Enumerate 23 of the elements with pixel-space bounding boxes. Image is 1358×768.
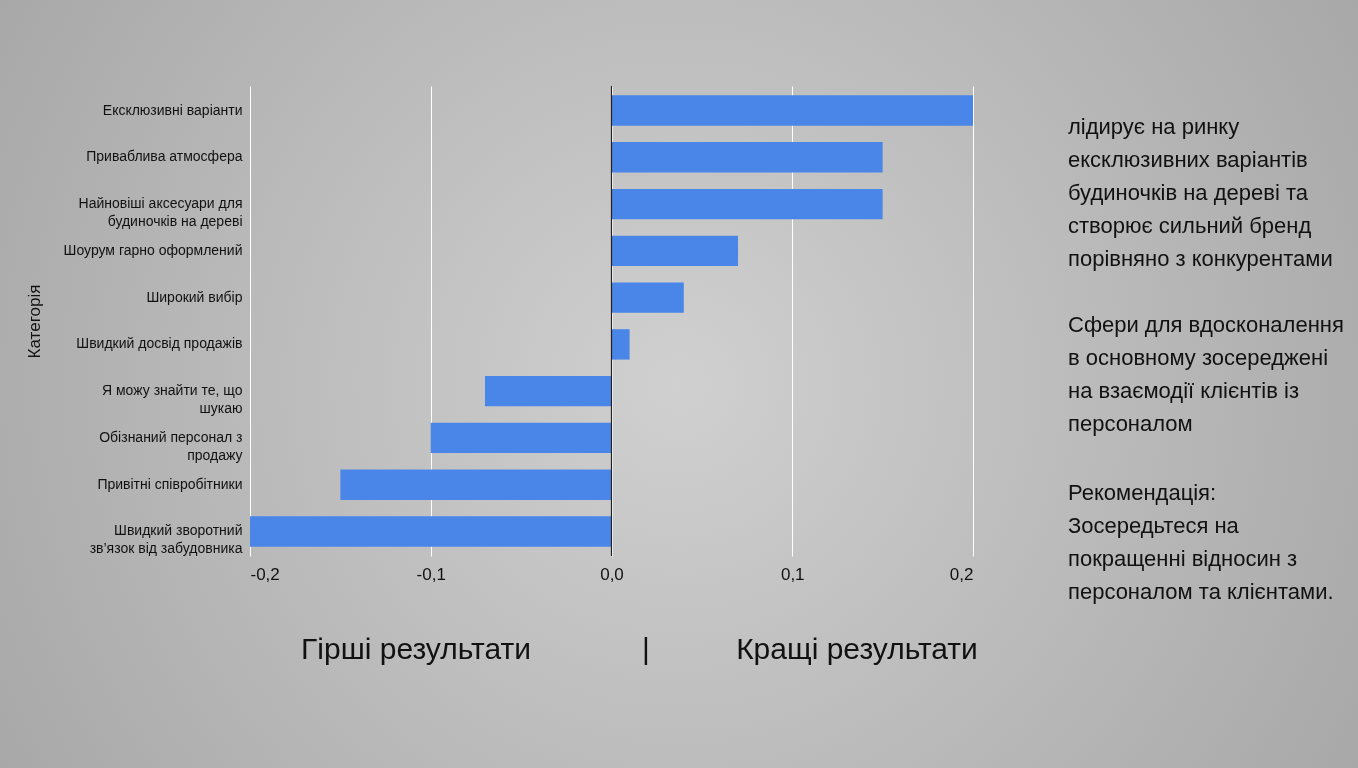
y-tick-label: Обізнаний персонал з продажу xyxy=(99,428,243,463)
text: Зосередьтеся на покращенні відносин з персоналом та клієнтами. xyxy=(1068,512,1335,606)
x-tick-label: 0,2 xyxy=(949,564,974,584)
y-tick-label: Ексклюзивні варіанти xyxy=(102,101,243,118)
y-tick-label: Приваблива атмосфера xyxy=(86,148,243,165)
x-tick-label: -0,2 xyxy=(250,564,280,584)
y-tick-label: Я можу знайти те, що шукаю xyxy=(101,382,243,417)
y-tick-label: Швидкий досвід продажів xyxy=(76,335,243,352)
text: лідирує на ринку ексклюзивних варіантів будиночків на дереві та створює сильний бренд порівняно з конкурентами xyxy=(1068,113,1334,273)
text: Кращі результати xyxy=(736,632,978,666)
y-tick-label: Шоурум гарно оформлений xyxy=(63,241,243,258)
x-tick-label: -0,1 xyxy=(416,564,446,584)
text: | xyxy=(642,632,650,666)
x-tick-label: 0,0 xyxy=(600,564,624,584)
y-tick-label: Найновіші аксесуари для будиночків на дереві xyxy=(78,195,243,230)
x-tick-label: 0,1 xyxy=(780,564,805,584)
text: Гірші результати xyxy=(301,632,531,666)
y-tick-label: Швидкий зворотний зв’язок від забудовника xyxy=(89,522,243,557)
y-axis-title: Категорія xyxy=(24,284,44,359)
y-tick-label: Привітні співробітники xyxy=(97,475,243,492)
text: Сфери для вдосконалення в основному зосереджені на взаємодії клієнтів із персоналом xyxy=(1068,311,1345,438)
y-tick-label: Широкий вибір xyxy=(146,288,243,305)
text: Рекомендація: xyxy=(1068,479,1218,507)
